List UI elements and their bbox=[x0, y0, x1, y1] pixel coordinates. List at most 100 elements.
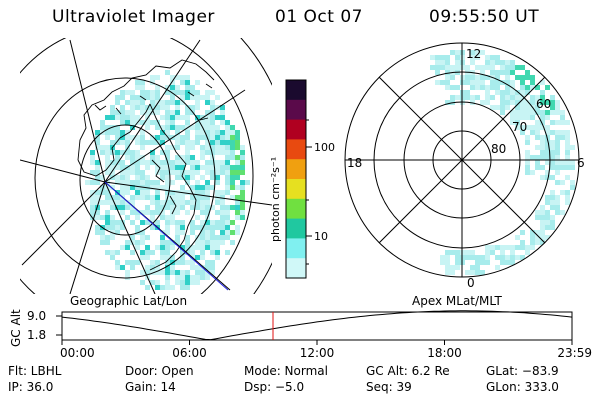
aurora-cell bbox=[145, 255, 150, 260]
aurora-cell bbox=[155, 105, 160, 110]
aurora-cell bbox=[525, 250, 530, 255]
aurora-cell bbox=[105, 235, 110, 240]
aurora-cell bbox=[200, 240, 205, 245]
aurora-cell bbox=[535, 105, 540, 110]
aurora-cell bbox=[205, 150, 210, 155]
aurora-cell bbox=[145, 220, 150, 225]
aurora-cell bbox=[115, 265, 120, 270]
aurora-cell bbox=[215, 160, 220, 165]
aurora-cell bbox=[510, 110, 515, 115]
aurora-cell bbox=[530, 130, 535, 135]
aurora-cell bbox=[195, 215, 200, 220]
time-axis-label: 00:00 bbox=[60, 346, 95, 360]
aurora-cell bbox=[230, 220, 235, 225]
aurora-cell bbox=[165, 215, 170, 220]
aurora-cell bbox=[120, 205, 125, 210]
aurora-cell bbox=[210, 225, 215, 230]
aurora-cell bbox=[465, 90, 470, 95]
aurora-cell bbox=[535, 110, 540, 115]
aurora-cell bbox=[150, 280, 155, 285]
mlat-label-60: 60 bbox=[536, 97, 551, 111]
aurora-cell bbox=[185, 235, 190, 240]
altitude-plot: 9.0 1.8 GC Alt 00:00 06:00 12:00 18:00 23:59 bbox=[9, 309, 592, 360]
aurora-cell bbox=[515, 65, 520, 70]
aurora-cell bbox=[190, 195, 195, 200]
aurora-cell bbox=[110, 220, 115, 225]
aurora-cell bbox=[195, 245, 200, 250]
aurora-cell bbox=[210, 160, 215, 165]
aurora-cell bbox=[445, 100, 450, 105]
observation-date: 01 Oct 07 bbox=[275, 7, 363, 27]
aurora-cell bbox=[200, 210, 205, 215]
aurora-cell bbox=[550, 95, 555, 100]
aurora-cell bbox=[205, 235, 210, 240]
aurora-cell bbox=[235, 175, 240, 180]
aurora-cell bbox=[560, 160, 565, 165]
aurora-cell bbox=[180, 195, 185, 200]
aurora-cell bbox=[235, 160, 240, 165]
aurora-cell bbox=[565, 160, 570, 165]
aurora-cell bbox=[520, 90, 525, 95]
aurora-cell bbox=[480, 255, 485, 260]
aurora-cell bbox=[455, 260, 460, 265]
aurora-cell bbox=[525, 165, 530, 170]
aurora-cell bbox=[145, 160, 150, 165]
aurora-cell bbox=[185, 115, 190, 120]
aurora-cell bbox=[220, 150, 225, 155]
aurora-cell bbox=[90, 200, 95, 205]
aurora-cell bbox=[450, 75, 455, 80]
aurora-cell bbox=[540, 175, 545, 180]
aurora-cell bbox=[520, 110, 525, 115]
aurora-cell bbox=[155, 220, 160, 225]
aurora-cell bbox=[525, 100, 530, 105]
altitude-axis-label: GC Alt bbox=[9, 309, 23, 347]
aurora-cell bbox=[555, 145, 560, 150]
aurora-cell bbox=[215, 190, 220, 195]
aurora-cell bbox=[145, 180, 150, 185]
aurora-cell bbox=[150, 270, 155, 275]
aurora-cell bbox=[140, 145, 145, 150]
aurora-cell bbox=[195, 95, 200, 100]
altitude-plot-frame bbox=[61, 311, 573, 341]
aurora-cell bbox=[480, 65, 485, 70]
aurora-cell bbox=[230, 205, 235, 210]
time-axis-label: 18:00 bbox=[427, 346, 462, 360]
aurora-cell bbox=[225, 125, 230, 130]
aurora-cell bbox=[175, 115, 180, 120]
aurora-cell bbox=[105, 240, 110, 245]
aurora-cell bbox=[155, 95, 160, 100]
aurora-cell bbox=[155, 270, 160, 275]
aurora-cell bbox=[105, 250, 110, 255]
aurora-cell bbox=[190, 260, 195, 265]
aurora-cell bbox=[130, 205, 135, 210]
aurora-cell bbox=[520, 65, 525, 70]
aurora-cell bbox=[115, 205, 120, 210]
aurora-cell bbox=[110, 140, 115, 145]
aurora-cell bbox=[155, 185, 160, 190]
aurora-cell bbox=[435, 60, 440, 65]
aurora-cell bbox=[550, 140, 555, 145]
aurora-cell bbox=[175, 205, 180, 210]
aurora-cell bbox=[140, 90, 145, 95]
aurora-cell bbox=[185, 245, 190, 250]
aurora-cell bbox=[185, 260, 190, 265]
aurora-cell bbox=[435, 70, 440, 75]
aurora-cell bbox=[490, 105, 495, 110]
aurora-cell bbox=[555, 105, 560, 110]
aurora-cell bbox=[140, 195, 145, 200]
aurora-cell bbox=[130, 105, 135, 110]
aurora-cell bbox=[560, 110, 565, 115]
aurora-cell bbox=[475, 80, 480, 85]
aurora-cell bbox=[165, 180, 170, 185]
aurora-cell bbox=[525, 135, 530, 140]
aurora-cell bbox=[225, 230, 230, 235]
aurora-cell bbox=[500, 100, 505, 105]
aurora-cell bbox=[195, 100, 200, 105]
aurora-cell bbox=[500, 255, 505, 260]
aurora-cell bbox=[215, 170, 220, 175]
aurora-cell bbox=[545, 145, 550, 150]
aurora-cell bbox=[535, 120, 540, 125]
aurora-cell bbox=[140, 170, 145, 175]
aurora-cell bbox=[85, 180, 90, 185]
aurora-cell bbox=[510, 255, 515, 260]
